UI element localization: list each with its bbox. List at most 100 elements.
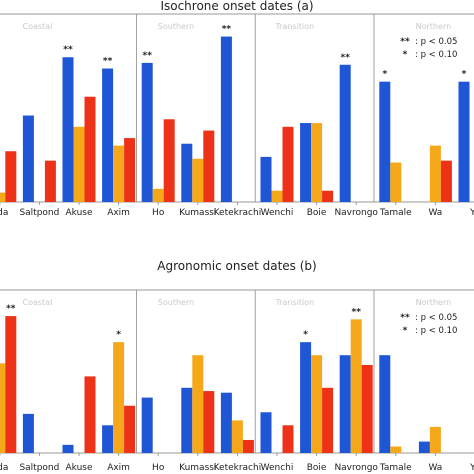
bar <box>84 96 96 202</box>
significance-marker: * <box>382 70 387 80</box>
panel-isochrone: Isochrone onset dates (a) Coastal Souther… <box>0 0 474 218</box>
region-label: Northern <box>416 298 452 307</box>
x-tick-label: Axim <box>107 208 130 218</box>
bar <box>322 190 334 202</box>
bar <box>260 412 272 453</box>
significance-marker: * <box>303 330 308 340</box>
x-tick-label: Ada <box>0 463 8 473</box>
bar <box>339 64 351 202</box>
legend-symbol: * <box>403 326 408 336</box>
bar <box>361 364 373 453</box>
legend-symbol: * <box>403 50 408 60</box>
bar <box>181 143 193 202</box>
x-tick-label: Navrongo <box>334 463 378 473</box>
bar <box>181 387 193 453</box>
bar <box>192 158 204 202</box>
significance-marker: ** <box>351 307 361 317</box>
bar <box>220 392 232 453</box>
bar <box>22 413 34 453</box>
region-label: Coastal <box>22 298 52 307</box>
bar <box>242 439 254 453</box>
legend-label: : p < 0.05 <box>415 37 457 47</box>
bar <box>311 355 323 453</box>
bar <box>418 441 430 453</box>
region-label: Northern <box>416 22 452 31</box>
x-tick-label: Boie <box>307 208 327 218</box>
bar <box>440 160 452 202</box>
bar <box>282 425 294 453</box>
bar <box>390 162 402 202</box>
bar <box>73 126 85 202</box>
legend-label: : p < 0.10 <box>415 326 457 336</box>
bar <box>141 62 153 202</box>
bar <box>0 192 6 202</box>
bar <box>62 444 74 453</box>
bar <box>322 387 334 453</box>
x-tick-label: Akuse <box>65 208 92 218</box>
bar <box>192 355 204 453</box>
bar <box>203 391 215 453</box>
bar <box>124 405 136 453</box>
panel-agronomic: Agronomic onset dates (b) Coastal Souther… <box>0 259 474 473</box>
x-tick-label: Navrongo <box>334 208 378 218</box>
bar <box>124 138 136 202</box>
bar <box>260 156 272 202</box>
bar <box>429 145 441 202</box>
region-label: Southern <box>158 298 194 307</box>
bar <box>429 426 441 453</box>
x-tick-label: Tamale <box>379 463 412 473</box>
x-tick-label: Ye <box>469 463 474 473</box>
x-tick-label: Ho <box>152 208 165 218</box>
x-tick-label: Kumassi <box>179 463 216 473</box>
x-tick-label: Akuse <box>65 463 92 473</box>
significance-marker: * <box>116 330 121 340</box>
bar <box>113 145 125 202</box>
bar <box>5 151 17 202</box>
bar <box>84 376 96 453</box>
x-tick-label: Tamale <box>379 208 412 218</box>
bar <box>102 68 114 203</box>
bar <box>350 319 362 453</box>
legend-label: : p < 0.05 <box>415 313 457 323</box>
bar <box>0 363 6 453</box>
chart-title-agronomic: Agronomic onset dates (b) <box>157 259 316 273</box>
bar <box>62 57 74 202</box>
x-tick-label: Wenchi <box>261 463 294 473</box>
bar <box>390 446 402 453</box>
x-tick-label: Kumassi <box>179 208 216 218</box>
chart-title-isochrone: Isochrone onset dates (a) <box>160 0 313 13</box>
bar <box>22 115 34 202</box>
bar <box>339 355 351 453</box>
significance-marker: ** <box>63 45 73 55</box>
bar <box>163 119 175 202</box>
x-tick-label: Ada <box>0 208 8 218</box>
x-tick-label: Ye <box>469 208 474 218</box>
region-label: Southern <box>158 22 194 31</box>
significance-marker: ** <box>340 53 350 63</box>
bar <box>203 130 215 202</box>
x-tick-label: Saltpond <box>19 208 59 218</box>
x-tick-label: Wa <box>428 463 442 473</box>
x-tick-label: Wenchi <box>261 208 294 218</box>
bar <box>152 188 164 202</box>
bar <box>220 36 232 203</box>
x-tick-label: Wa <box>428 208 442 218</box>
bar <box>271 190 283 202</box>
region-label: Transition <box>274 22 314 31</box>
x-tick-label: Ketekrachi <box>214 208 262 218</box>
bar <box>300 123 312 202</box>
bar <box>282 126 294 202</box>
bar <box>379 81 391 202</box>
bar <box>5 316 17 453</box>
legend-symbol: ** <box>400 37 410 47</box>
legend-label: : p < 0.10 <box>415 50 457 60</box>
region-label: Coastal <box>22 22 52 31</box>
x-tick-label: Ketekrachi <box>214 463 262 473</box>
bar <box>311 123 323 202</box>
significance-marker: * <box>462 70 467 80</box>
x-tick-label: Saltpond <box>19 463 59 473</box>
bar <box>44 160 56 202</box>
significance-marker: ** <box>6 304 16 314</box>
x-tick-label: Ho <box>152 463 165 473</box>
